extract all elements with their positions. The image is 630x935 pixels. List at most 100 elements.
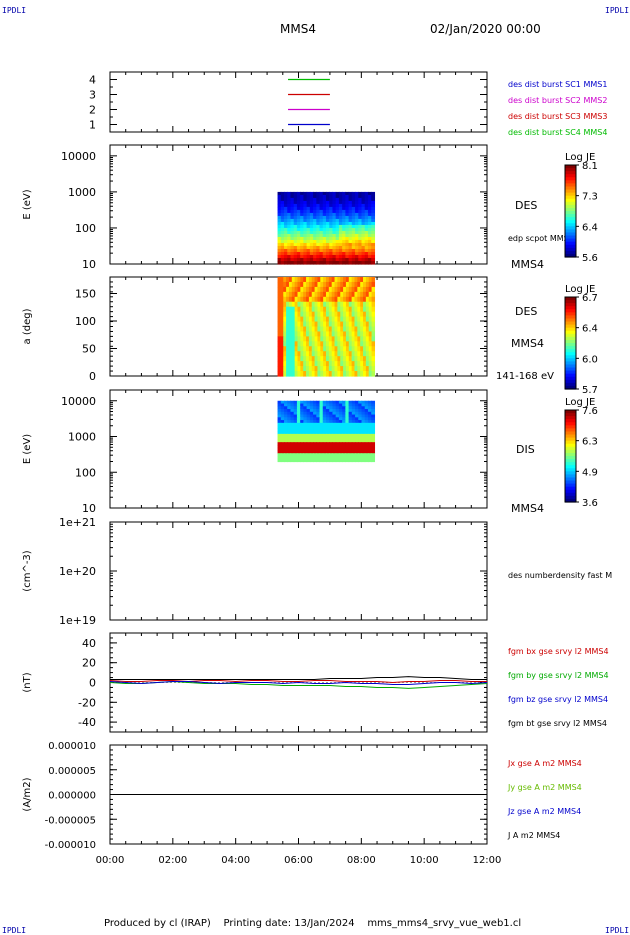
spectrogram-cell: [309, 230, 314, 235]
pitch-angle-cell: [291, 356, 296, 362]
colorbar-segment: [565, 253, 576, 258]
colorbar-tick-label: 6.3: [582, 437, 598, 448]
spectrogram-cell: [364, 248, 369, 253]
footer-produced-by: Produced by cl (IRAP): [104, 918, 211, 929]
colorbar-segment: [565, 232, 576, 237]
spectrogram-cell: [316, 215, 321, 220]
pitch-angle-cell: [363, 286, 367, 293]
pitch-angle-cell: [306, 331, 310, 337]
pitch-angle-cell: [334, 296, 338, 303]
dis-spectrogram-cell: [342, 409, 346, 413]
dis-spectrogram-cell: [348, 439, 353, 443]
pitch-angle-cell: [297, 366, 301, 372]
spectrogram-cell: [306, 194, 311, 199]
pitch-angle-cell: [354, 366, 358, 372]
dis-spectrogram-cell: [309, 422, 314, 427]
spectrogram-cell: [371, 209, 376, 214]
spectrogram-cell: [371, 200, 376, 205]
spectrogram-cell: [303, 194, 308, 199]
pitch-angle-cell: [283, 286, 287, 293]
spectrogram-cell: [332, 191, 337, 196]
spectrogram-cell: [280, 248, 285, 253]
spectrogram-cell: [342, 254, 346, 259]
colorbar-segment: [565, 171, 576, 175]
spectrogram-cell: [342, 209, 346, 214]
pitch-angle-cell: [368, 361, 373, 367]
dis-spectrogram-cell: [303, 422, 308, 427]
y-tick-label: 100: [75, 315, 96, 328]
dis-spectrogram-cell: [313, 453, 317, 457]
pitch-angle-cell: [351, 371, 356, 377]
spectrogram-cell: [316, 191, 321, 196]
dis-spectrogram-cell: [358, 409, 363, 413]
pitch-angle-cell: [306, 336, 310, 342]
pitch-angle-cell: [345, 311, 350, 318]
pitch-angle-cell: [351, 281, 356, 288]
dis-spectrogram-cell: [296, 453, 301, 457]
pitch-angle-cell: [280, 281, 284, 288]
spectrogram-cell: [316, 218, 321, 223]
spectrogram-cell: [342, 257, 346, 262]
spectrogram-cell: [322, 224, 327, 229]
pitch-angle-cell: [303, 311, 307, 318]
y-axis-label-1: E (eV): [22, 189, 33, 219]
spectrogram-cell: [371, 254, 376, 259]
pitch-angle-cell: [328, 311, 333, 318]
colorbar-segment: [565, 358, 576, 362]
spectrogram-cell: [342, 203, 346, 208]
pitch-angle-cell: [303, 321, 307, 328]
dis-spectrogram-cell: [277, 439, 282, 443]
spectrogram-cell: [358, 206, 363, 211]
pitch-angle-cell: [297, 361, 301, 367]
pitch-angle-cell: [331, 286, 336, 293]
pitch-angle-cell: [331, 321, 336, 328]
dis-spectrogram-cell: [364, 420, 369, 424]
spectrogram-cell: [284, 227, 288, 232]
spectrogram-cell: [284, 236, 288, 241]
spectrogram-cell: [313, 260, 317, 265]
pitch-angle-cell: [328, 281, 333, 288]
spectrogram-cell: [300, 200, 304, 205]
dis-spectrogram-cell: [284, 411, 288, 416]
pitch-angle-cell: [294, 366, 299, 372]
pitch-angle-cell: [323, 321, 327, 328]
spectrogram-cell: [287, 242, 292, 247]
spectrogram-cell: [284, 242, 288, 247]
spectrogram-cell: [355, 236, 359, 241]
pitch-angle-cell: [363, 296, 367, 303]
pitch-angle-cell: [360, 277, 364, 283]
spectrogram-cell: [319, 239, 324, 244]
dis-spectrogram-cell: [313, 422, 317, 427]
spectrogram-cell: [338, 218, 343, 223]
dis-spectrogram-cell: [342, 442, 346, 446]
spectrogram-cell: [316, 257, 321, 262]
spectrogram-cell: [290, 248, 295, 253]
pitch-angle-cell: [291, 361, 296, 367]
spectrogram-cell: [367, 200, 372, 205]
spectrogram-cell: [306, 212, 311, 217]
dis-spectrogram-cell: [345, 458, 350, 463]
pitch-angle-cell: [277, 351, 282, 357]
spectrogram-cell: [300, 242, 304, 247]
spectrogram-cell: [303, 242, 308, 247]
pitch-angle-cell: [311, 286, 316, 293]
pitch-angle-cell: [345, 321, 350, 328]
pitch-angle-cell: [303, 281, 307, 288]
dis-spectrogram-cell: [300, 447, 304, 452]
dis-spectrogram-cell: [306, 450, 311, 454]
pitch-angle-cell: [314, 356, 319, 362]
dis-spectrogram-cell: [293, 453, 298, 457]
spectrogram-cell: [338, 227, 343, 232]
spectrogram-cell: [277, 206, 282, 211]
pitch-angle-cell: [331, 301, 336, 308]
spectrogram-cell: [335, 218, 340, 223]
spectrogram-cell: [361, 191, 366, 196]
spectrogram-cell: [322, 248, 327, 253]
dis-spectrogram-cell: [351, 455, 356, 460]
spectrogram-cell: [355, 221, 359, 226]
spectrogram-cell: [309, 212, 314, 217]
spectrogram-cell: [296, 236, 301, 241]
dis-spectrogram-cell: [316, 458, 321, 463]
x-tick-label: 08:00: [347, 855, 376, 866]
pitch-angle-cell: [371, 341, 376, 347]
